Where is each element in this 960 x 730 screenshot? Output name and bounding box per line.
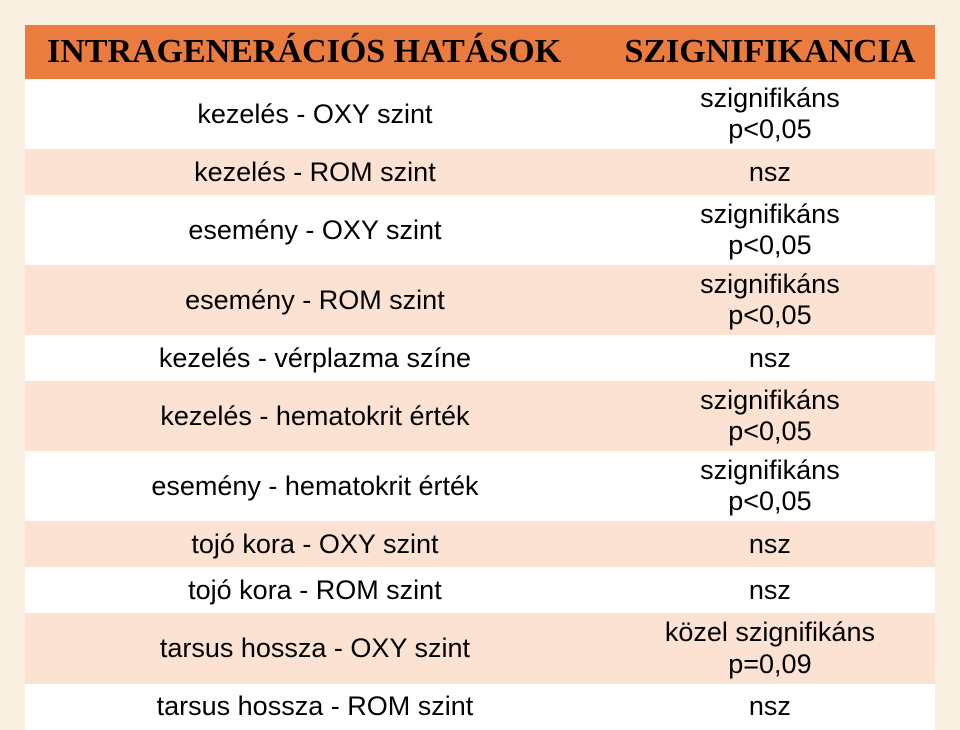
- table-row: tarsus hossza - ROM szintnsz: [25, 684, 935, 730]
- table-row: kezelés - OXY szintszignifikáns p<0,05: [25, 79, 935, 149]
- significance-table: INTRAGENERÁCIÓS HATÁSOK SZIGNIFIKANCIA k…: [25, 25, 935, 730]
- row-value: szignifikáns p<0,05: [605, 451, 935, 521]
- row-value: nsz: [605, 684, 935, 730]
- row-value: szignifikáns p<0,05: [605, 79, 935, 149]
- row-label: kezelés - vérplazma színe: [25, 335, 605, 381]
- row-label: tojó kora - OXY szint: [25, 521, 605, 567]
- header-right: SZIGNIFIKANCIA: [605, 25, 935, 79]
- row-label: esemény - OXY szint: [25, 195, 605, 265]
- table-row: kezelés - vérplazma színensz: [25, 335, 935, 381]
- table-row: kezelés - hematokrit értékszignifikáns p…: [25, 381, 935, 451]
- slide: INTRAGENERÁCIÓS HATÁSOK SZIGNIFIKANCIA k…: [0, 0, 960, 689]
- table-row: esemény - ROM szintszignifikáns p<0,05: [25, 265, 935, 335]
- table-row: tarsus hossza - OXY szintközel szignifik…: [25, 613, 935, 683]
- row-value: nsz: [605, 149, 935, 195]
- table-header-row: INTRAGENERÁCIÓS HATÁSOK SZIGNIFIKANCIA: [25, 25, 935, 79]
- table-row: tojó kora - OXY szintnsz: [25, 521, 935, 567]
- row-label: esemény - hematokrit érték: [25, 451, 605, 521]
- row-label: kezelés - hematokrit érték: [25, 381, 605, 451]
- table-row: esemény - hematokrit értékszignifikáns p…: [25, 451, 935, 521]
- row-label: tojó kora - ROM szint: [25, 567, 605, 613]
- table-body: kezelés - OXY szintszignifikáns p<0,05ke…: [25, 79, 935, 730]
- row-value: közel szignifikáns p=0,09: [605, 613, 935, 683]
- row-value: szignifikáns p<0,05: [605, 381, 935, 451]
- row-value: szignifikáns p<0,05: [605, 265, 935, 335]
- table-row: tojó kora - ROM szintnsz: [25, 567, 935, 613]
- row-value: nsz: [605, 521, 935, 567]
- row-value: nsz: [605, 335, 935, 381]
- row-label: kezelés - OXY szint: [25, 79, 605, 149]
- row-label: tarsus hossza - OXY szint: [25, 613, 605, 683]
- row-label: esemény - ROM szint: [25, 265, 605, 335]
- table-row: esemény - OXY szintszignifikáns p<0,05: [25, 195, 935, 265]
- row-label: tarsus hossza - ROM szint: [25, 684, 605, 730]
- row-value: nsz: [605, 567, 935, 613]
- row-label: kezelés - ROM szint: [25, 149, 605, 195]
- row-value: szignifikáns p<0,05: [605, 195, 935, 265]
- header-left: INTRAGENERÁCIÓS HATÁSOK: [25, 25, 605, 79]
- table-row: kezelés - ROM szintnsz: [25, 149, 935, 195]
